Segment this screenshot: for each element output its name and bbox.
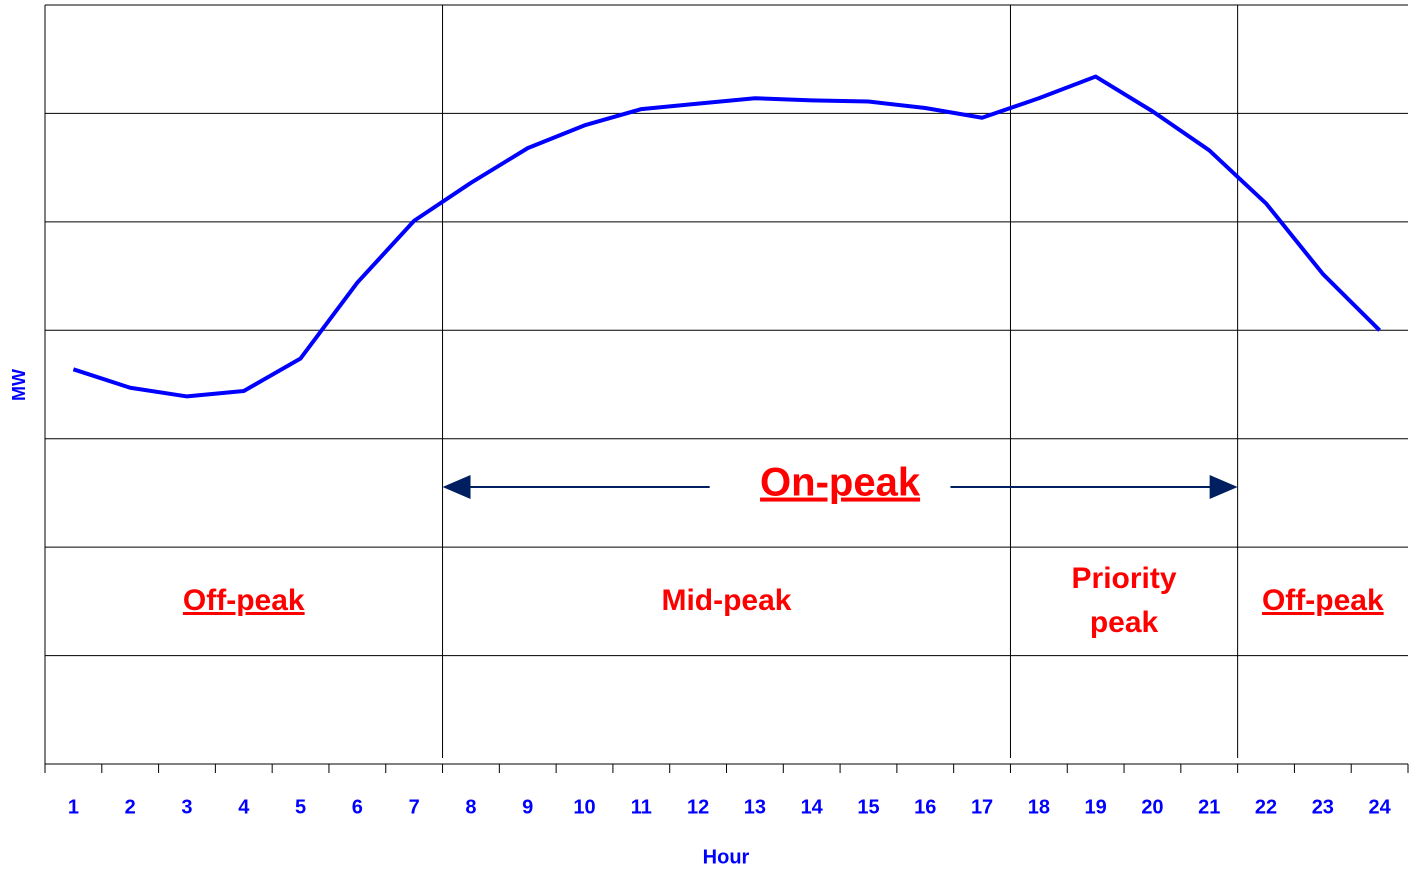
- period-label: Priority peak: [1071, 562, 1177, 639]
- x-tick-label: 14: [801, 796, 824, 818]
- x-tick-label: 2: [125, 796, 136, 818]
- period-label-box: Mid-peak: [443, 555, 1011, 647]
- period-label: Off-peak: [1261, 584, 1384, 617]
- x-tick-label: 20: [1141, 796, 1163, 818]
- period-label-box: Off-peak: [1238, 555, 1408, 647]
- x-tick-label: 15: [857, 796, 879, 818]
- x-tick-label: 22: [1255, 796, 1277, 818]
- arrowhead: [1209, 475, 1238, 499]
- x-tick-label: 6: [352, 796, 363, 818]
- x-tick-label: 16: [914, 796, 936, 818]
- data-line: [72, 74, 1382, 399]
- x-tick-label: 18: [1028, 796, 1050, 818]
- x-tick-label: 9: [522, 796, 533, 818]
- period-label: Mid-peak: [661, 584, 792, 617]
- period-label: Off-peak: [182, 584, 305, 617]
- x-tick-label: 5: [295, 796, 306, 818]
- x-tick-label: 3: [181, 796, 192, 818]
- x-tick-label: 23: [1312, 796, 1334, 818]
- x-tick-label: 21: [1198, 796, 1220, 818]
- x-tick-label: 19: [1085, 796, 1107, 818]
- x-tick-label: 4: [238, 796, 250, 818]
- x-tick-label: 1: [68, 796, 79, 818]
- x-tick-label: 10: [573, 796, 595, 818]
- x-tick-label: 13: [744, 796, 766, 818]
- y-axis-label: MW: [9, 369, 29, 401]
- arrowhead: [442, 475, 471, 499]
- x-axis-label: Hour: [703, 846, 750, 868]
- period-label-box: Off-peak: [45, 555, 443, 647]
- annotation-label: On-peak: [760, 461, 921, 505]
- x-tick-label: 8: [465, 796, 476, 818]
- x-tick-label: 17: [971, 796, 993, 818]
- x-tick-label: 12: [687, 796, 709, 818]
- period-label-box: Priority peak: [1010, 555, 1237, 647]
- x-tick-label: 24: [1368, 796, 1391, 818]
- x-tick-label: 7: [409, 796, 420, 818]
- x-tick-label: 11: [631, 796, 652, 818]
